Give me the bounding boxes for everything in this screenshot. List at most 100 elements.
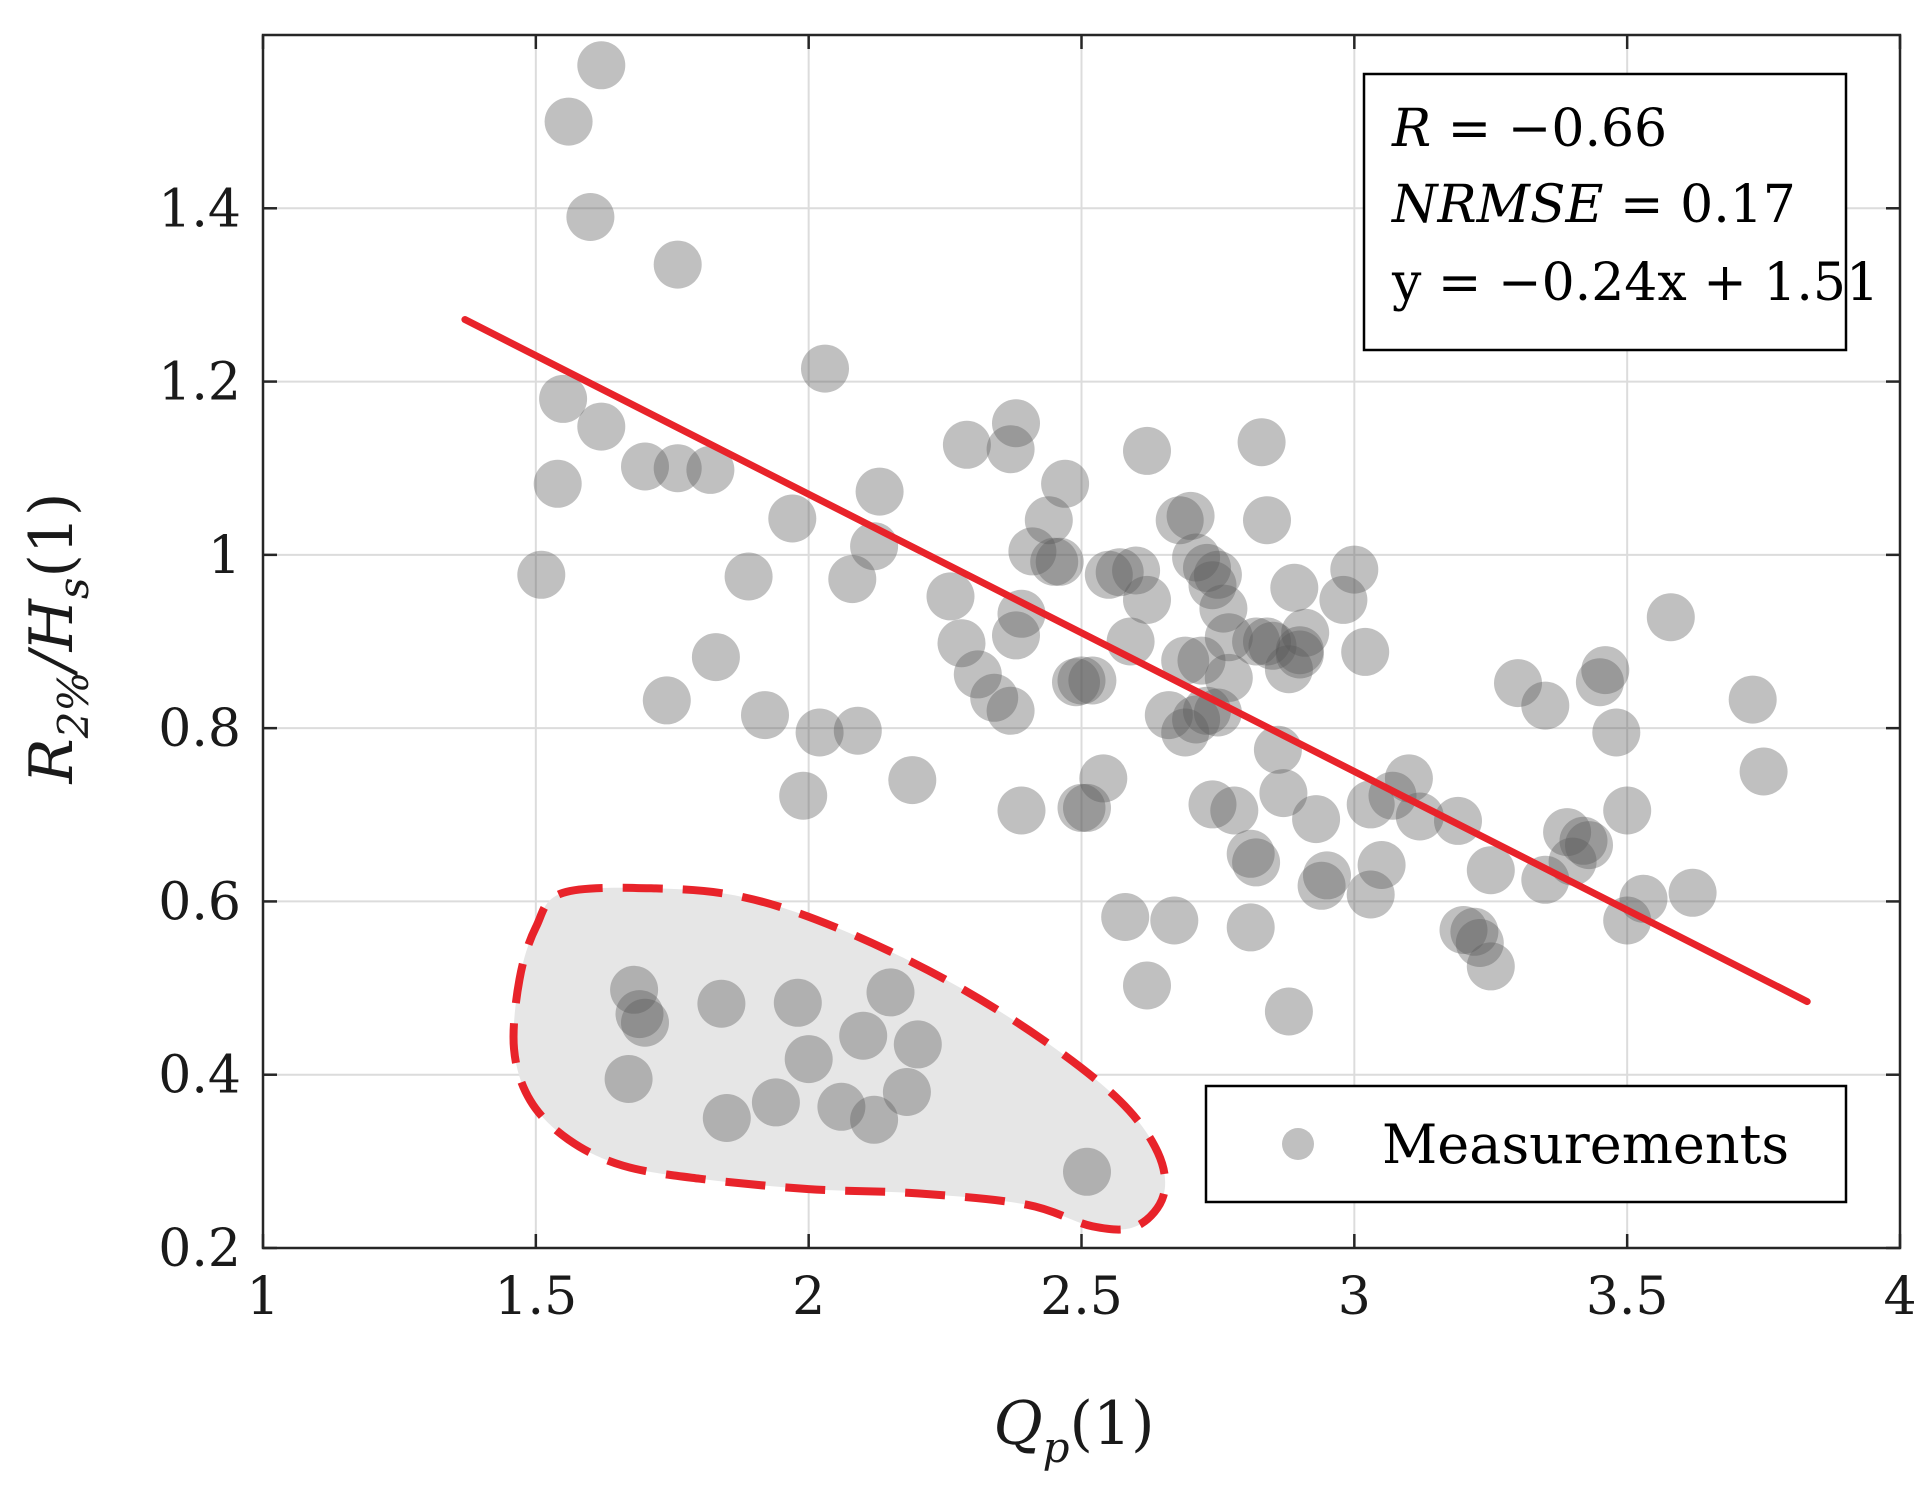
data-point — [795, 708, 844, 757]
data-point — [1330, 545, 1379, 594]
data-point — [1559, 816, 1608, 865]
data-point — [986, 425, 1035, 474]
data-point — [833, 706, 882, 755]
data-point — [1466, 942, 1515, 991]
highlight-region — [509, 883, 1170, 1234]
data-point — [1275, 630, 1324, 679]
data-point — [882, 1068, 931, 1116]
data-point — [517, 550, 566, 599]
y-axis-label-sub2: s — [49, 578, 98, 600]
data-point — [1024, 496, 1073, 545]
data-point — [1264, 987, 1313, 1036]
data-point — [1172, 533, 1221, 582]
data-point — [1052, 658, 1100, 707]
stat-equation: y = −0.24x + 1.51 — [1391, 253, 1879, 313]
data-point — [1177, 636, 1226, 685]
data-point — [1095, 548, 1144, 597]
data-point — [1728, 675, 1777, 724]
data-point — [1450, 907, 1499, 956]
data-point — [1646, 593, 1695, 642]
data-point — [1226, 829, 1275, 878]
data-point — [1592, 708, 1641, 757]
stats-box-frame — [1362, 72, 1848, 352]
data-point — [997, 786, 1046, 835]
legend-label: Measurements — [1382, 1113, 1789, 1176]
data-point — [1188, 780, 1237, 829]
data-point — [1057, 783, 1106, 832]
data-point — [1494, 659, 1542, 708]
data-point — [1237, 418, 1286, 467]
data-points — [517, 41, 1788, 1196]
y-axis-label-units: (1) — [17, 493, 87, 578]
data-point — [1210, 786, 1259, 835]
data-point — [953, 650, 1002, 699]
data-point — [1466, 846, 1515, 895]
stat-nrmse: NRMSE = 0.17 — [1390, 175, 1796, 235]
data-point — [697, 979, 746, 1028]
data-point — [1123, 961, 1171, 1010]
data-point — [1346, 870, 1395, 919]
data-point — [539, 374, 588, 423]
y-tick-label: 1.4 — [158, 179, 241, 239]
data-point — [702, 1094, 751, 1142]
data-point — [1193, 550, 1242, 599]
data-point — [986, 686, 1035, 735]
data-point — [1199, 584, 1248, 633]
data-point — [1603, 786, 1652, 835]
data-point — [1150, 896, 1199, 945]
data-point — [1264, 645, 1313, 694]
x-axis-label-main: Q — [993, 1389, 1042, 1459]
data-point — [1204, 653, 1253, 702]
stat-r: R = −0.66 — [1391, 99, 1667, 159]
data-point — [1193, 688, 1242, 737]
x-axis-label: Qp(1) — [993, 1389, 1154, 1472]
data-point — [1101, 893, 1150, 941]
data-point — [642, 676, 691, 725]
data-point — [1204, 613, 1253, 662]
data-point — [1292, 795, 1341, 844]
data-point — [1543, 808, 1592, 857]
data-point — [1057, 656, 1106, 705]
data-point — [615, 990, 664, 1039]
y-axis-label-sub: 2% — [49, 672, 98, 740]
data-point — [577, 41, 626, 90]
data-point — [1575, 658, 1624, 707]
data-point — [1030, 537, 1079, 586]
data-point — [1226, 903, 1275, 952]
x-tick-label: 3.5 — [1586, 1267, 1669, 1327]
x-tick-label: 1 — [246, 1267, 279, 1327]
data-point — [533, 459, 582, 508]
data-point — [1739, 747, 1788, 796]
data-point — [784, 1035, 833, 1084]
data-point — [1668, 868, 1717, 917]
data-point — [1041, 459, 1090, 508]
data-point — [992, 611, 1040, 660]
data-point — [544, 97, 593, 146]
data-point — [1581, 646, 1630, 695]
data-point — [855, 467, 904, 516]
legend-marker — [1282, 1128, 1314, 1160]
data-point — [1079, 754, 1128, 803]
x-axis-label-units: (1) — [1070, 1389, 1155, 1459]
data-point — [768, 494, 817, 543]
data-point — [1341, 627, 1390, 676]
data-point — [724, 552, 773, 601]
data-point — [1521, 681, 1570, 730]
stats-box: R = −0.66 NRMSE = 0.17 y = −0.24x + 1.51 — [1362, 72, 1879, 352]
data-point — [828, 555, 877, 604]
data-point — [773, 978, 822, 1027]
data-point — [926, 572, 975, 621]
data-point — [942, 420, 991, 469]
data-point — [577, 402, 626, 451]
data-point — [970, 673, 1019, 722]
y-axis-label-main2: H — [17, 597, 87, 652]
y-tick-label: 0.4 — [158, 1046, 241, 1106]
data-point — [610, 965, 659, 1014]
data-point — [686, 445, 735, 494]
data-point — [1243, 617, 1291, 666]
data-point — [937, 619, 986, 668]
data-point — [1243, 496, 1291, 545]
data-point — [992, 399, 1040, 448]
data-point — [1144, 691, 1193, 740]
